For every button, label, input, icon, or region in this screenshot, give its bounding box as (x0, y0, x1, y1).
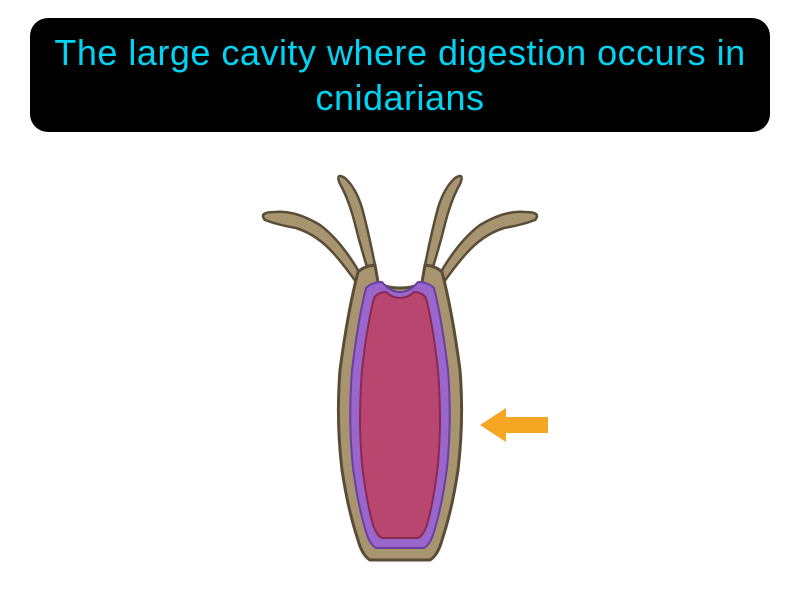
tentacle-left-outer (263, 212, 358, 285)
pointer-arrow (480, 406, 548, 444)
title-text: The large cavity where digestion occurs … (54, 30, 746, 120)
arrow-left-icon (480, 406, 548, 444)
cnidarian-diagram (240, 170, 560, 570)
gastrovascular-cavity (360, 292, 440, 538)
diagram-container (0, 170, 800, 570)
title-bar: The large cavity where digestion occurs … (30, 18, 770, 132)
tentacle-right-outer (442, 212, 537, 285)
